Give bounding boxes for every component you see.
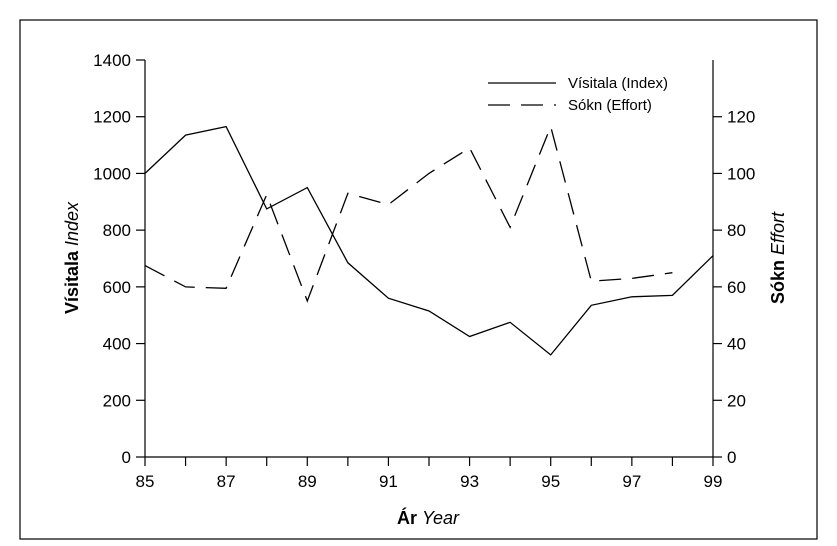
y-right-axis-title: Sókn Effort — [768, 211, 788, 304]
y-left-axis-title-italic: Index — [62, 201, 82, 246]
y-left-axis-title-bold: Vísitala — [62, 250, 82, 314]
y-left-tick-label: 200 — [103, 391, 131, 410]
y-right-axis-title-bold: Sókn — [768, 260, 788, 304]
y-right-tick-label: 20 — [727, 391, 746, 410]
y-right-tick-label: 0 — [727, 448, 736, 467]
series-line-index — [144, 125, 714, 356]
y-left-tick-label: 800 — [103, 221, 131, 240]
x-tick-label: 95 — [541, 472, 560, 491]
y-left-tick-label: 1200 — [93, 108, 131, 127]
y-right-tick-label: 120 — [727, 108, 755, 127]
y-left-tick-label: 1400 — [93, 51, 131, 70]
y-left-tick-label: 600 — [103, 278, 131, 297]
x-tick-label: 87 — [217, 472, 236, 491]
x-axis-title: Ár Year — [397, 507, 460, 528]
legend: Vísitala (Index) Sókn (Effort) — [488, 75, 668, 114]
y-left-axis-title: Vísitala Index — [62, 201, 82, 314]
y-left-tick-label: 0 — [122, 448, 131, 467]
x-axis-title-bold: Ár — [397, 507, 417, 528]
x-tick-label: 89 — [298, 472, 317, 491]
x-tick-label: 93 — [460, 472, 479, 491]
legend-label: Sókn (Effort) — [568, 97, 652, 114]
y-left-tick-label: 400 — [103, 335, 131, 354]
y-right-tick-label: 40 — [727, 335, 746, 354]
series-line-effort — [144, 124, 673, 303]
x-tick-label: 99 — [704, 472, 723, 491]
legend-label: Vísitala (Index) — [568, 75, 668, 92]
outer-border — [19, 19, 818, 540]
y-left-tick-label: 1000 — [93, 164, 131, 183]
y-right-tick-label: 100 — [727, 164, 755, 183]
x-tick-label: 85 — [136, 472, 155, 491]
series-layer — [144, 124, 714, 356]
x-tick-label: 97 — [622, 472, 641, 491]
y-right-tick-label: 80 — [727, 221, 746, 240]
x-tick-label: 91 — [379, 472, 398, 491]
y-right-axis-title-italic: Effort — [768, 211, 788, 255]
y-right-tick-label: 60 — [727, 278, 746, 297]
axes: 85 87 89 91 93 95 97 99020040060080010001200140… — [93, 51, 755, 491]
x-axis-title-italic: Year — [422, 508, 460, 528]
